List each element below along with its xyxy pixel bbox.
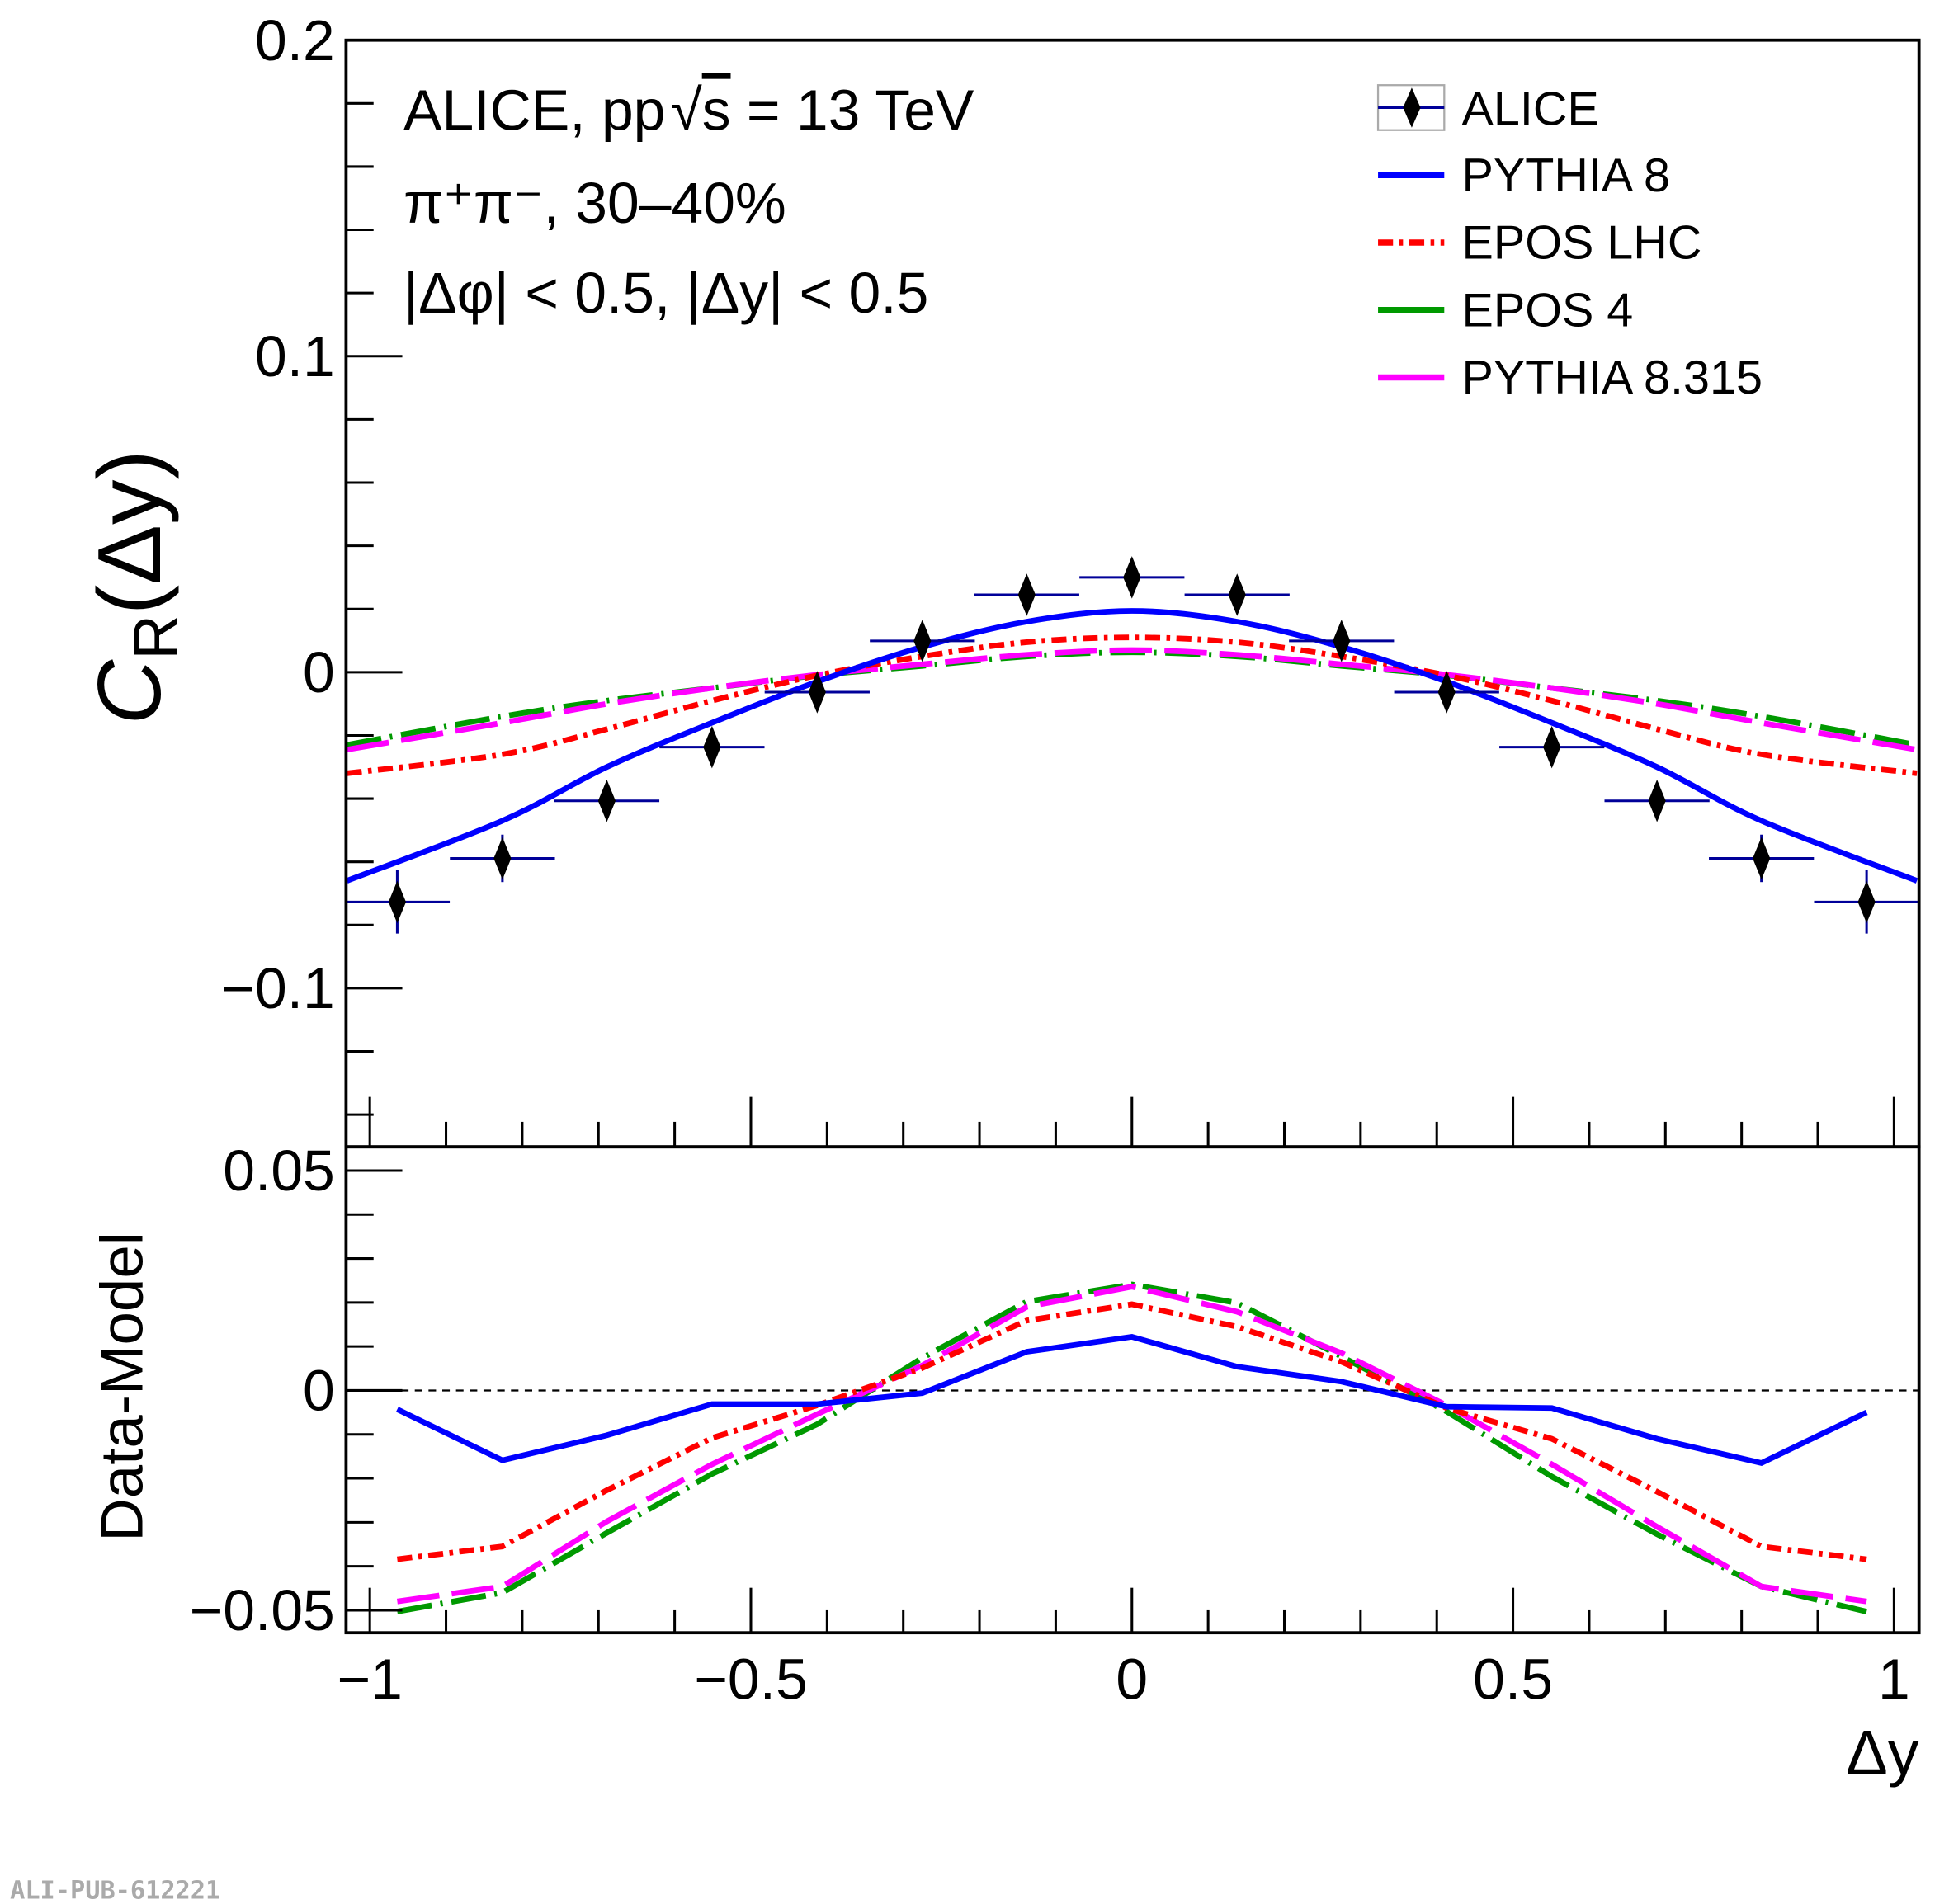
data-point	[1499, 725, 1605, 769]
axes: −0.1 0 0.1 0.2 −0.05 0 0.05 −1 −0.5 0 0.5 1	[190, 8, 1910, 1712]
legend-entry-epos-lhc: EPOS LHC	[1378, 217, 1701, 270]
x-tick-label: 0.5	[1473, 1647, 1553, 1711]
diamond-marker	[597, 780, 616, 822]
upper-curve-pythia-8-315	[346, 647, 1918, 753]
upper-panel	[344, 556, 1919, 934]
svg-text:EPOS LHC: EPOS LHC	[1462, 217, 1702, 270]
x-tick-label: −0.5	[694, 1647, 807, 1711]
diamond-marker	[1017, 573, 1036, 616]
upper-y-tick-label: 0	[303, 640, 335, 705]
legend: ALICE PYTHIA 8 EPOS LHC EPOS 4 PYTHIA 8.…	[1376, 83, 1763, 404]
upper-y-tick-label: 0.1	[255, 324, 335, 389]
upper-y-tick-label: 0.2	[255, 8, 335, 73]
sqrt-s: s	[702, 78, 731, 143]
diamond-marker-icon	[1403, 87, 1421, 128]
svg-text:PYTHIA 8: PYTHIA 8	[1462, 149, 1671, 202]
legend-entry-pythia8: PYTHIA 8	[1378, 149, 1670, 202]
x-tick-label: 1	[1878, 1647, 1910, 1711]
x-axis-label: Δy	[1846, 1718, 1919, 1788]
lower-curve-epos-4	[396, 1281, 1867, 1614]
diamond-marker	[388, 880, 407, 924]
x-tick-label: −1	[337, 1647, 402, 1711]
upper-curve-pythia-8	[346, 608, 1918, 884]
data-point	[1394, 671, 1499, 714]
data-point	[344, 870, 451, 934]
upper-y-tick-label: −0.1	[221, 956, 334, 1020]
svg-text:PYTHIA 8.315: PYTHIA 8.315	[1462, 351, 1763, 404]
data-point	[974, 573, 1079, 616]
x-tick-label: 0	[1116, 1647, 1148, 1711]
lower-panel	[346, 1281, 1919, 1614]
data-point	[870, 620, 975, 662]
diamond-marker	[703, 725, 721, 769]
lower-curve-pythia-8-315	[396, 1284, 1867, 1605]
upper-curve-epos-lhc	[347, 634, 1918, 776]
diamond-marker	[1648, 780, 1666, 822]
data-point	[450, 834, 555, 883]
data-point	[1709, 834, 1815, 883]
legend-entry-alice: ALICE	[1376, 83, 1599, 136]
diamond-marker	[808, 671, 826, 714]
legend-entry-pythia8315: PYTHIA 8.315	[1378, 351, 1763, 404]
lower-y-tick-label: 0	[303, 1359, 335, 1423]
diamond-marker	[493, 837, 512, 880]
data-point	[554, 780, 660, 822]
lower-curve-pythia-8	[395, 1333, 1868, 1466]
upper-curve-epos-4	[346, 649, 1918, 748]
diamond-marker	[1333, 620, 1351, 662]
lower-y-tick-label: 0.05	[223, 1138, 335, 1203]
diamond-marker	[1437, 671, 1456, 714]
svg-text:ALICE: ALICE	[1462, 83, 1599, 136]
lower-curve-epos-lhc	[397, 1301, 1867, 1562]
data-point	[1079, 556, 1185, 599]
footer-id: ALI-PUB-612221	[10, 1877, 220, 1904]
diamond-marker	[1857, 880, 1876, 924]
data-point	[1289, 620, 1395, 662]
legend-entry-epos4: EPOS 4	[1378, 284, 1633, 337]
data-point	[1184, 573, 1290, 616]
header-line2: π⁺π⁻, 30–40%	[403, 171, 786, 235]
diamond-marker	[1543, 725, 1561, 769]
lower-y-tick-label: −0.05	[190, 1578, 335, 1642]
diamond-marker	[1123, 556, 1141, 599]
svg-text:EPOS 4: EPOS 4	[1462, 284, 1634, 337]
diamond-marker	[913, 620, 932, 662]
header-line1: ALICE, pp √s = 13 TeV	[403, 78, 974, 143]
diamond-marker	[1753, 837, 1771, 880]
data-point	[1604, 780, 1710, 822]
data-point	[764, 671, 870, 714]
data-point	[659, 725, 765, 769]
diamond-marker	[1228, 573, 1246, 616]
header-line3: |Δφ| < 0.5, |Δy| < 0.5	[403, 261, 928, 325]
sqrt-symbol: √	[670, 78, 702, 143]
data-point	[1814, 870, 1919, 934]
upper-y-axis-label: CR(Δy)	[79, 450, 191, 724]
lower-y-axis-label: Data-Model	[89, 1232, 156, 1542]
